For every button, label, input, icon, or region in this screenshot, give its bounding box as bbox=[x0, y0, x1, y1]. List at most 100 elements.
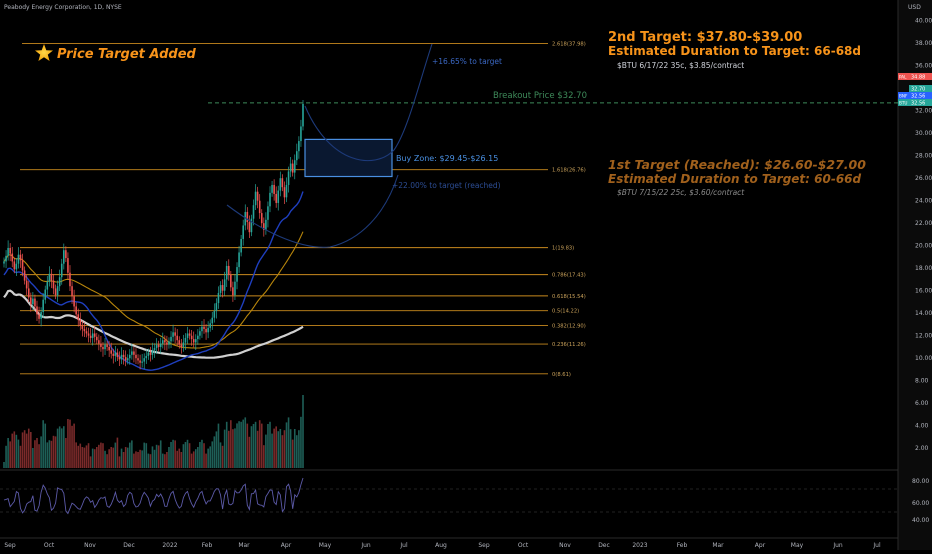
price-target-badge: Price Target Added bbox=[35, 44, 197, 62]
volume-bar bbox=[240, 421, 242, 468]
volume-bar bbox=[164, 454, 166, 468]
candle-body bbox=[246, 211, 249, 223]
candle-body bbox=[108, 346, 110, 351]
candle-body bbox=[192, 339, 195, 343]
volume-bar bbox=[207, 448, 209, 468]
projection-curve-lower bbox=[226, 174, 399, 248]
candle-body bbox=[50, 273, 53, 281]
candle-body bbox=[207, 327, 209, 333]
candle-body bbox=[44, 289, 47, 300]
volume-bar bbox=[87, 443, 90, 468]
star-icon bbox=[35, 44, 53, 61]
volume-bar bbox=[201, 439, 203, 468]
candle-body bbox=[188, 333, 191, 336]
candle-body bbox=[244, 211, 247, 226]
price-tick-label: 12.00 bbox=[915, 333, 932, 340]
candle-body bbox=[199, 331, 201, 336]
candle-body bbox=[89, 335, 92, 338]
time-tick-label: Jun bbox=[832, 542, 843, 549]
candle-body bbox=[60, 263, 63, 278]
volume-bar bbox=[91, 448, 94, 468]
candle-body bbox=[85, 331, 88, 334]
candle-body bbox=[9, 247, 11, 254]
volume-bar bbox=[236, 423, 238, 468]
candle-body bbox=[302, 103, 304, 127]
volume-bar bbox=[190, 453, 193, 468]
volume-bar bbox=[302, 395, 304, 468]
candle-body bbox=[260, 213, 263, 224]
volume-bar bbox=[124, 447, 127, 468]
candle-body bbox=[153, 348, 156, 351]
price-tag-prefix bbox=[898, 99, 909, 106]
candle-body bbox=[149, 352, 152, 355]
candle-body bbox=[161, 340, 164, 344]
candle-body bbox=[5, 255, 7, 262]
volume-bar bbox=[219, 442, 222, 468]
time-tick-label: Sep bbox=[4, 542, 16, 549]
candle-body bbox=[79, 319, 82, 326]
candle-body bbox=[197, 335, 199, 340]
volume-bar bbox=[9, 441, 11, 468]
candle-body bbox=[279, 178, 282, 191]
volume-bar bbox=[180, 452, 183, 468]
candle-body bbox=[143, 358, 146, 362]
candle-body bbox=[118, 357, 121, 360]
volume-bar bbox=[188, 443, 191, 468]
candle-body bbox=[124, 357, 127, 361]
volume-bar bbox=[199, 442, 201, 468]
target2-duration: Estimated Duration to Target: 66-68d bbox=[608, 44, 861, 58]
price-tick-label: 6.00 bbox=[915, 400, 929, 407]
volume-bar bbox=[258, 420, 261, 468]
rsi-tick-label: 60.00 bbox=[912, 500, 929, 507]
volume-bar bbox=[260, 423, 263, 468]
volume-bar bbox=[120, 448, 123, 468]
fibonacci-levels: 2.618(37.98) 1.618(26.76) 1(19.83) 0.786(17… bbox=[20, 41, 586, 378]
candle-body bbox=[164, 340, 166, 343]
candle-body bbox=[271, 184, 273, 193]
candle-body bbox=[263, 223, 265, 230]
price-tag bbox=[909, 92, 932, 99]
volume-bar bbox=[116, 437, 119, 468]
fib-label: 0.786(17.43) bbox=[552, 273, 586, 279]
price-tick-label: 8.00 bbox=[915, 378, 929, 385]
candle-body bbox=[258, 200, 261, 214]
volume-bar bbox=[133, 453, 135, 468]
volume-bar bbox=[36, 438, 38, 468]
candle-body bbox=[135, 354, 137, 359]
volume-bar bbox=[153, 449, 156, 468]
volume-bar bbox=[69, 419, 71, 468]
time-tick-label: Jul bbox=[399, 542, 408, 549]
volume-bar bbox=[281, 435, 284, 468]
price-tick-label: 36.00 bbox=[915, 63, 932, 70]
candle-body bbox=[275, 193, 277, 203]
volume-bar bbox=[42, 420, 44, 468]
volume-bar bbox=[285, 422, 288, 468]
candle-body bbox=[63, 250, 65, 264]
candle-body bbox=[102, 346, 104, 350]
candle-body bbox=[104, 344, 106, 350]
candle-body bbox=[277, 190, 280, 203]
volume-bar bbox=[277, 431, 280, 468]
price-tick-label: 4.00 bbox=[915, 423, 929, 430]
price-tick-label: 22.00 bbox=[915, 220, 932, 227]
volume-bar bbox=[21, 432, 24, 468]
price-tag-prefix-label: BNF bbox=[899, 94, 908, 99]
candle-body bbox=[180, 344, 183, 347]
price-tag-prefix bbox=[898, 73, 909, 80]
price-tick-label: 10.00 bbox=[915, 355, 932, 362]
volume-bar bbox=[211, 441, 214, 468]
target2-option: $BTU 6/17/22 35c, $3.85/contract bbox=[617, 61, 744, 70]
volume-bar bbox=[102, 443, 104, 468]
candle-body bbox=[184, 337, 187, 343]
candle-body bbox=[13, 261, 16, 270]
candle-body bbox=[21, 260, 24, 271]
candle-body bbox=[190, 335, 193, 340]
candle-body bbox=[166, 342, 168, 345]
candle-body bbox=[137, 358, 139, 361]
volume-bar bbox=[95, 447, 98, 468]
fib-label: 2.618(37.98) bbox=[552, 41, 586, 47]
volume-bar bbox=[79, 443, 82, 468]
candle-body bbox=[223, 279, 226, 291]
candle-body bbox=[221, 285, 224, 291]
candle-body bbox=[213, 310, 216, 318]
